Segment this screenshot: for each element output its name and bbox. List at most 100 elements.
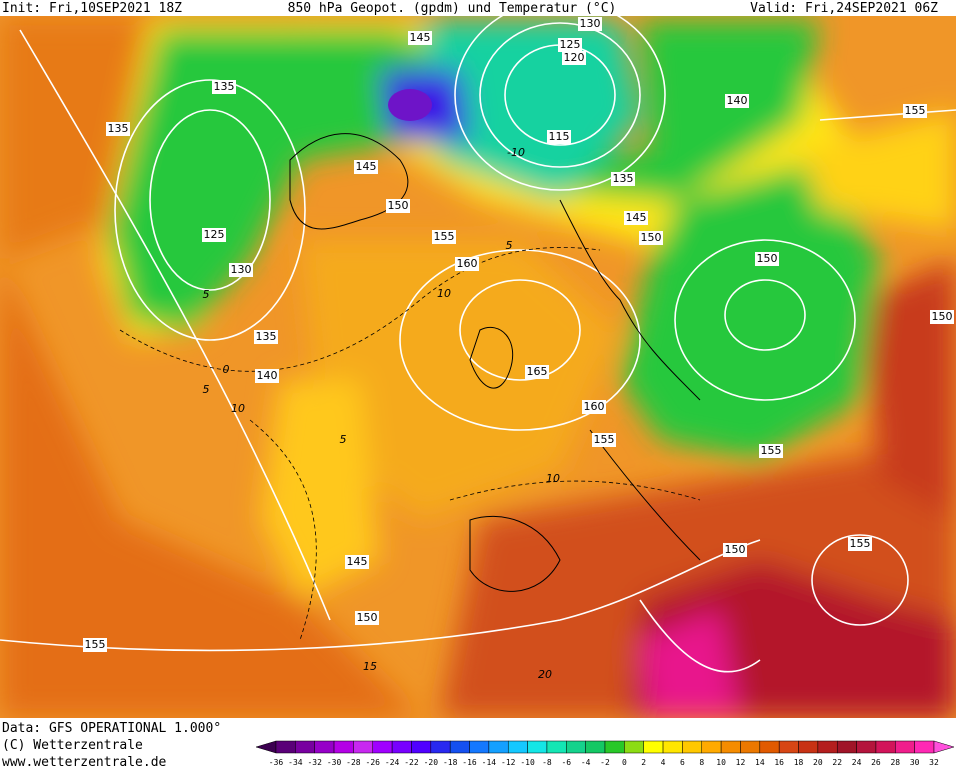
colorbar-box xyxy=(778,740,799,754)
geopotential-label: 125 xyxy=(560,38,581,51)
colorbar-box xyxy=(449,740,470,754)
geopotential-label: 130 xyxy=(231,263,252,276)
colorbar-tick-label: -28 xyxy=(346,758,361,767)
colorbar-tick-label: -2 xyxy=(600,758,610,767)
colorbar-arrow xyxy=(933,740,955,754)
temperature-contours xyxy=(119,247,701,641)
colorbar-tick-label: -12 xyxy=(501,758,516,767)
copyright: (C) Wetterzentrale xyxy=(2,738,143,753)
colorbar-box xyxy=(333,740,354,754)
colorbar-tick-label: 4 xyxy=(661,758,666,767)
temperature-label: 15 xyxy=(363,660,377,673)
geopotential-label: 155 xyxy=(434,230,455,243)
geopotential-label: 140 xyxy=(257,369,278,382)
colorbar-box xyxy=(798,740,819,754)
colorbar-tick-label: 8 xyxy=(699,758,704,767)
geopotential-label: 165 xyxy=(527,365,548,378)
contour-label-bg xyxy=(723,543,747,557)
colorbar-tick-label: 24 xyxy=(852,758,862,767)
contour-label-bg xyxy=(930,310,954,324)
colorbar-tick-label: -8 xyxy=(542,758,552,767)
colorbar-tick-label: -10 xyxy=(520,758,535,767)
geopotential-label: 155 xyxy=(905,104,926,117)
geopotential-label: 145 xyxy=(410,31,431,44)
colorbar-box xyxy=(469,740,490,754)
temperature-label: 0 xyxy=(223,363,230,376)
contour-label-bg xyxy=(592,433,616,447)
colorbar-tick-label: 28 xyxy=(890,758,900,767)
contour-label-bg xyxy=(639,231,663,245)
contour-label-bg xyxy=(582,400,606,414)
contour-label-bg xyxy=(83,638,107,652)
temperature-label: 5 xyxy=(340,433,347,446)
geopotential-label: 145 xyxy=(347,555,368,568)
colorbar-box xyxy=(546,740,567,754)
contour-label-bg xyxy=(345,555,369,569)
colorbar-box xyxy=(488,740,509,754)
colorbar-tick-label: 14 xyxy=(755,758,765,767)
geopotential-label: 150 xyxy=(641,231,662,244)
colorbar-box xyxy=(507,740,528,754)
colorbar-box xyxy=(275,740,296,754)
contour-label-bg xyxy=(578,17,602,31)
colorbar-box xyxy=(740,740,761,754)
colorbar-tick-label: 22 xyxy=(832,758,842,767)
geopotential-label: 155 xyxy=(594,433,615,446)
colorbar-tick-label: 30 xyxy=(910,758,920,767)
colorbar-tick-label: 18 xyxy=(794,758,804,767)
geopotential-label: 155 xyxy=(761,444,782,457)
colorbar-box xyxy=(314,740,335,754)
colorbar: -36 -34 -32 -30 -28 -26 -24 -22 -20 -18 -16 -14 -12-… xyxy=(255,740,955,767)
colorbar-box xyxy=(372,740,393,754)
colorbar-tick-label: 32 xyxy=(929,758,939,767)
temperature-label: 10 xyxy=(437,287,451,300)
colorbar-box xyxy=(682,740,703,754)
valid-time: Valid: Fri,24SEP2021 06Z xyxy=(750,1,938,16)
colorbar-box xyxy=(566,740,586,754)
geopotential-label: 125 xyxy=(204,228,225,241)
contour-label-bg xyxy=(354,160,378,174)
geopotential-label: 145 xyxy=(626,211,647,224)
contour-label-bg xyxy=(386,199,410,213)
colorbar-box xyxy=(895,740,915,754)
colorbar-box xyxy=(914,740,935,754)
colorbar-tick-label: -36 xyxy=(269,758,284,767)
colorbar-tick-label: -30 xyxy=(327,758,342,767)
contour-label-bg xyxy=(212,80,236,94)
map-title: 850 hPa Geopot. (gpdm) und Temperatur (°… xyxy=(288,1,617,16)
geopotential-label: 135 xyxy=(108,122,129,135)
colorbar-box xyxy=(759,740,780,754)
contour-label-bg xyxy=(558,38,582,52)
colorbar-tick-label: 10 xyxy=(716,758,726,767)
colorbar-box xyxy=(391,740,412,754)
contour-label-bg xyxy=(355,611,379,625)
temperature-label: 5 xyxy=(203,288,210,301)
colorbar-box xyxy=(856,740,877,754)
geopotential-label: 150 xyxy=(357,611,378,624)
contour-label-bg xyxy=(624,211,648,225)
colorbar-tick-label: -20 xyxy=(424,758,439,767)
colorbar-box xyxy=(604,740,625,754)
contour-label-bg xyxy=(903,104,927,118)
contour-label-bg xyxy=(255,369,279,383)
colorbar-tick-label: 12 xyxy=(736,758,746,767)
colorbar-box xyxy=(295,740,315,754)
geopotential-label: 135 xyxy=(256,330,277,343)
geopotential-label: 145 xyxy=(356,160,377,173)
contour-label-bg xyxy=(408,31,432,45)
contour-label-bg xyxy=(254,330,278,344)
colorbar-box xyxy=(720,740,741,754)
temperature-label: 10 xyxy=(546,472,560,485)
colorbar-tick-label: -4 xyxy=(581,758,591,767)
geopotential-label: 155 xyxy=(85,638,106,651)
temperature-label: -10 xyxy=(507,146,525,159)
contour-label-bg xyxy=(725,94,749,108)
colorbar-box xyxy=(624,740,644,754)
contour-label-bg xyxy=(455,257,479,271)
contour-label-bg xyxy=(611,172,635,186)
colorbar-tick-label: 2 xyxy=(641,758,646,767)
colorbar-tick-label: -16 xyxy=(462,758,477,767)
colorbar-tick-label: -6 xyxy=(561,758,571,767)
contour-label-bg xyxy=(525,365,549,379)
